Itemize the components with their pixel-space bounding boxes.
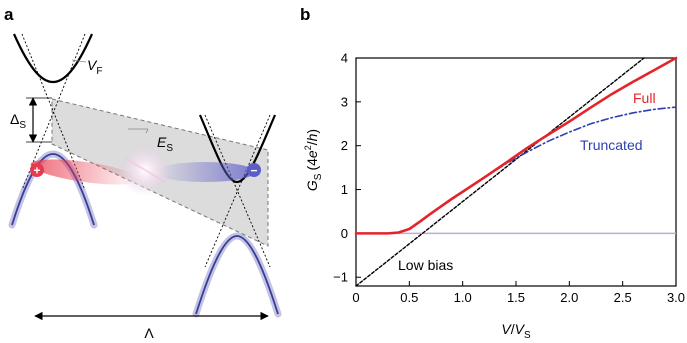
y-tick-label: −1	[333, 270, 348, 285]
hole-blob	[247, 163, 261, 177]
right-valence-band	[192, 232, 282, 318]
panel-b-label: b	[300, 5, 310, 24]
x-tick-label: 0	[352, 290, 359, 305]
electron-blob	[30, 163, 44, 177]
y-tick-label: 2	[341, 138, 348, 153]
electron-trail	[30, 159, 140, 185]
es-angle-arc	[128, 128, 149, 134]
y-tick-label: 4	[341, 51, 348, 66]
legend-label-low-bias: Low bias	[398, 257, 453, 273]
legend-label-full: Full	[633, 90, 656, 106]
panel-b: b 0 0.5 1.0 1.5 2.0 2.5 3.0 −1 0 1 2 3 4 V/VS GS(4e2…	[300, 5, 685, 341]
x-tick-label: 0.5	[400, 290, 418, 305]
es-label: ES	[157, 134, 173, 154]
right-conduction-band	[198, 114, 277, 184]
x-tick-label: 2.0	[560, 290, 578, 305]
left-conduction-band	[12, 33, 94, 84]
hole-sign: −	[250, 164, 257, 178]
x-tick-label: 1.0	[454, 290, 472, 305]
x-tick-label: 3.0	[667, 290, 685, 305]
vf-pointer	[71, 59, 87, 63]
series-line-full	[354, 56, 678, 235]
y-tick-label: 0	[341, 226, 348, 241]
lambda-label: Λ	[144, 325, 154, 341]
vf-label: VF	[87, 57, 102, 77]
panel-a-label: a	[4, 5, 14, 24]
y-tick-label: 3	[341, 94, 348, 109]
x-axis-label: V/VS	[501, 321, 531, 341]
y-tick-label: 1	[341, 182, 348, 197]
left-valence-band-core	[11, 153, 95, 226]
delta-s-label: ΔS	[10, 111, 26, 131]
series-line-low-bias	[355, 57, 645, 287]
x-tick-label: 2.5	[614, 290, 632, 305]
hole-trail	[155, 162, 255, 182]
electron-sign: +	[33, 164, 40, 178]
x-tick-label: 1.5	[507, 290, 525, 305]
plot-frame	[355, 57, 677, 287]
legend-label-truncated: Truncated	[580, 137, 643, 153]
plot-area: 0 0.5 1.0 1.5 2.0 2.5 3.0 −1 0 1 2 3 4	[333, 51, 685, 306]
panel-a: a VF ΔS	[4, 5, 282, 341]
y-axis-label: GS(4e2/h)	[303, 129, 324, 191]
right-valence-band-core	[195, 235, 279, 315]
series-line-truncated	[355, 106, 677, 235]
glow-streak	[124, 157, 166, 183]
